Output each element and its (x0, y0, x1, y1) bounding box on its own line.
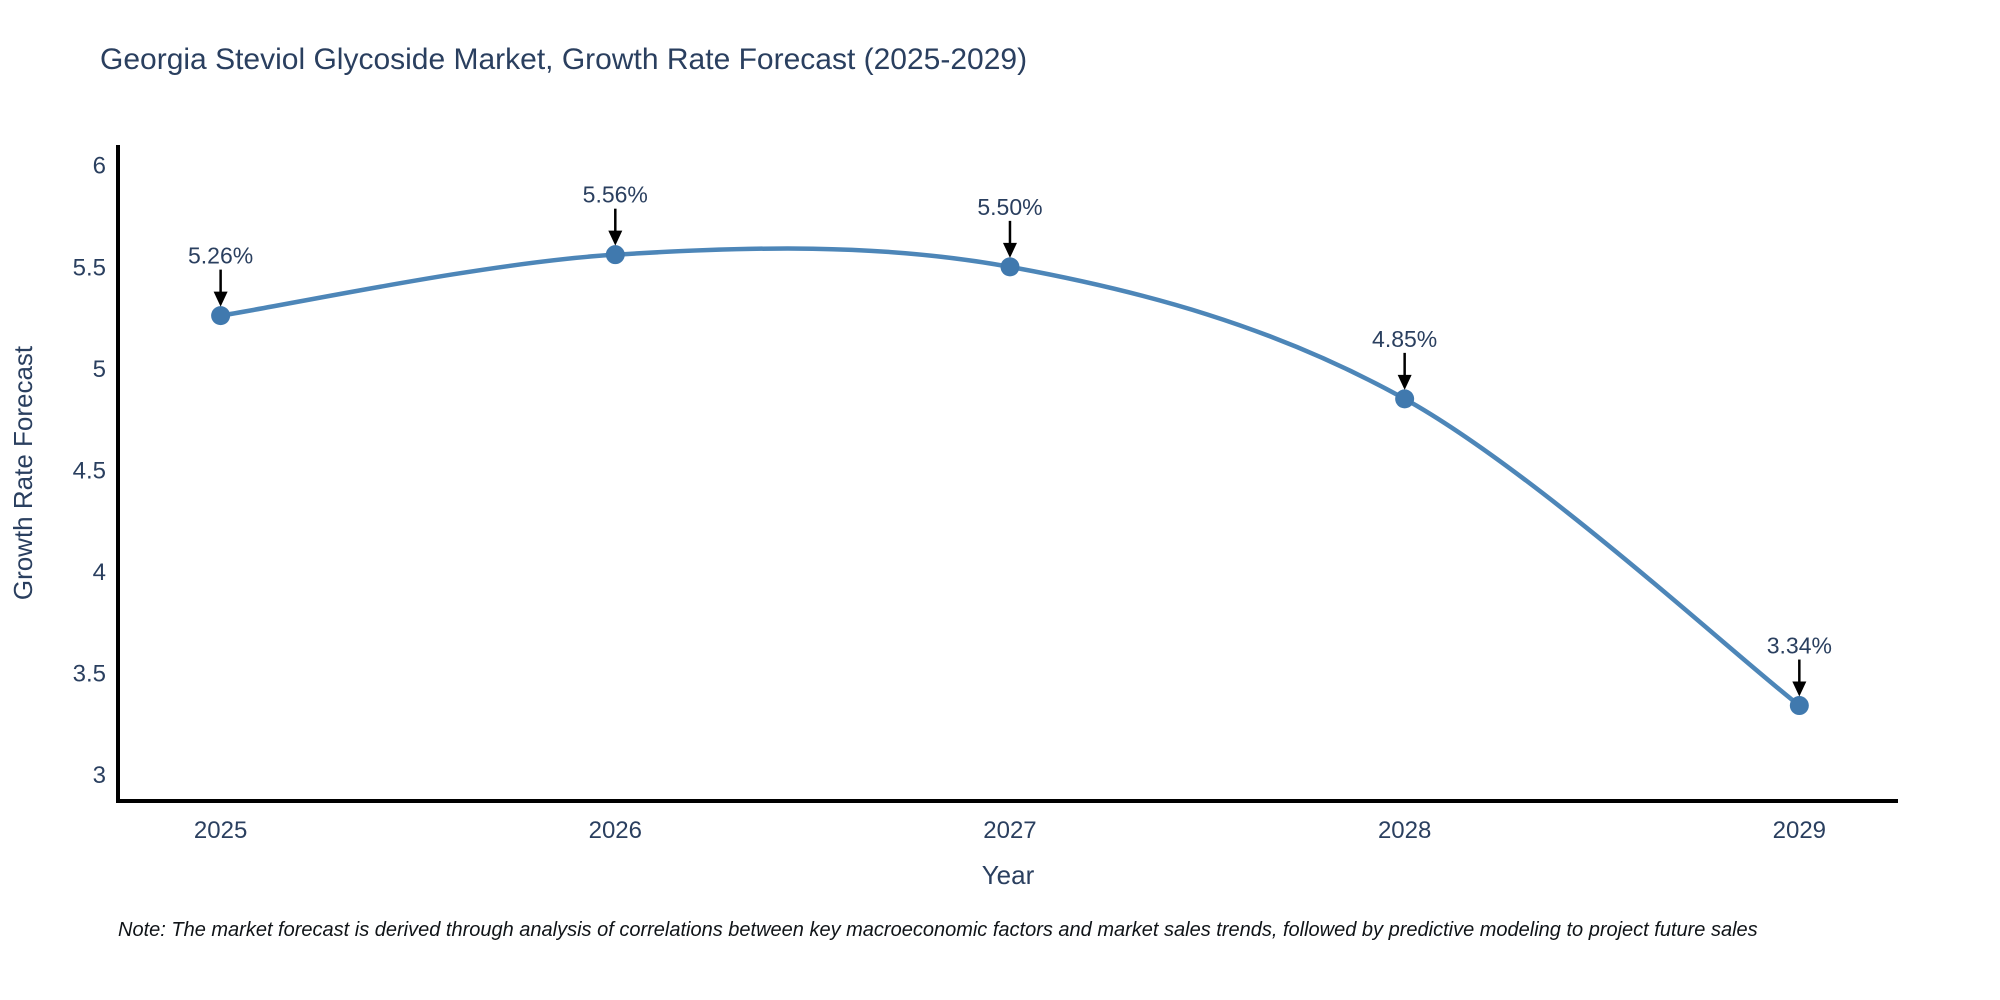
data-point-label: 5.56% (583, 182, 648, 208)
x-tick-label: 2027 (983, 817, 1036, 844)
data-point-2028 (1395, 389, 1415, 409)
y-tick-label: 3 (93, 762, 106, 789)
footnote: Note: The market forecast is derived thr… (118, 919, 1758, 941)
annotation-arrowhead-icon (1002, 242, 1017, 258)
annotation-arrowhead-icon (1792, 681, 1807, 697)
x-tick-label: 2029 (1773, 817, 1826, 844)
y-tick-label: 5 (93, 356, 106, 383)
annotation-arrowhead-icon (213, 291, 228, 307)
data-point-label: 4.85% (1372, 326, 1437, 352)
plot-area: 3 3.5 4 4.5 5 5.5 6 2025 2026 2027 2028 2029 5.26% 5.… (73, 145, 1898, 844)
y-axis-title: Growth Rate Forecast (8, 345, 38, 600)
x-tick-label: 2028 (1378, 817, 1431, 844)
data-point-2029 (1789, 696, 1809, 716)
y-tick-label: 5.5 (73, 254, 106, 281)
data-point-2027 (1000, 257, 1020, 277)
growth-rate-line (218, 246, 1802, 708)
data-point-2026 (605, 245, 625, 265)
y-tick-label: 4 (93, 559, 106, 586)
chart-title: Georgia Steviol Glycoside Market, Growth… (100, 43, 1028, 76)
y-tick-label: 3.5 (73, 660, 106, 687)
data-point-label: 3.34% (1767, 633, 1832, 659)
x-axis-title: Year (982, 860, 1035, 890)
annotation-arrowhead-icon (608, 230, 623, 246)
data-point-2025 (211, 306, 231, 326)
annotation-arrowhead-icon (1397, 374, 1412, 390)
x-tick-label: 2025 (194, 817, 247, 844)
data-point-label: 5.50% (977, 194, 1042, 220)
data-point-label: 5.26% (188, 243, 253, 269)
y-tick-label: 4.5 (73, 457, 106, 484)
y-tick-label: 6 (93, 153, 106, 180)
x-tick-label: 2026 (589, 817, 642, 844)
